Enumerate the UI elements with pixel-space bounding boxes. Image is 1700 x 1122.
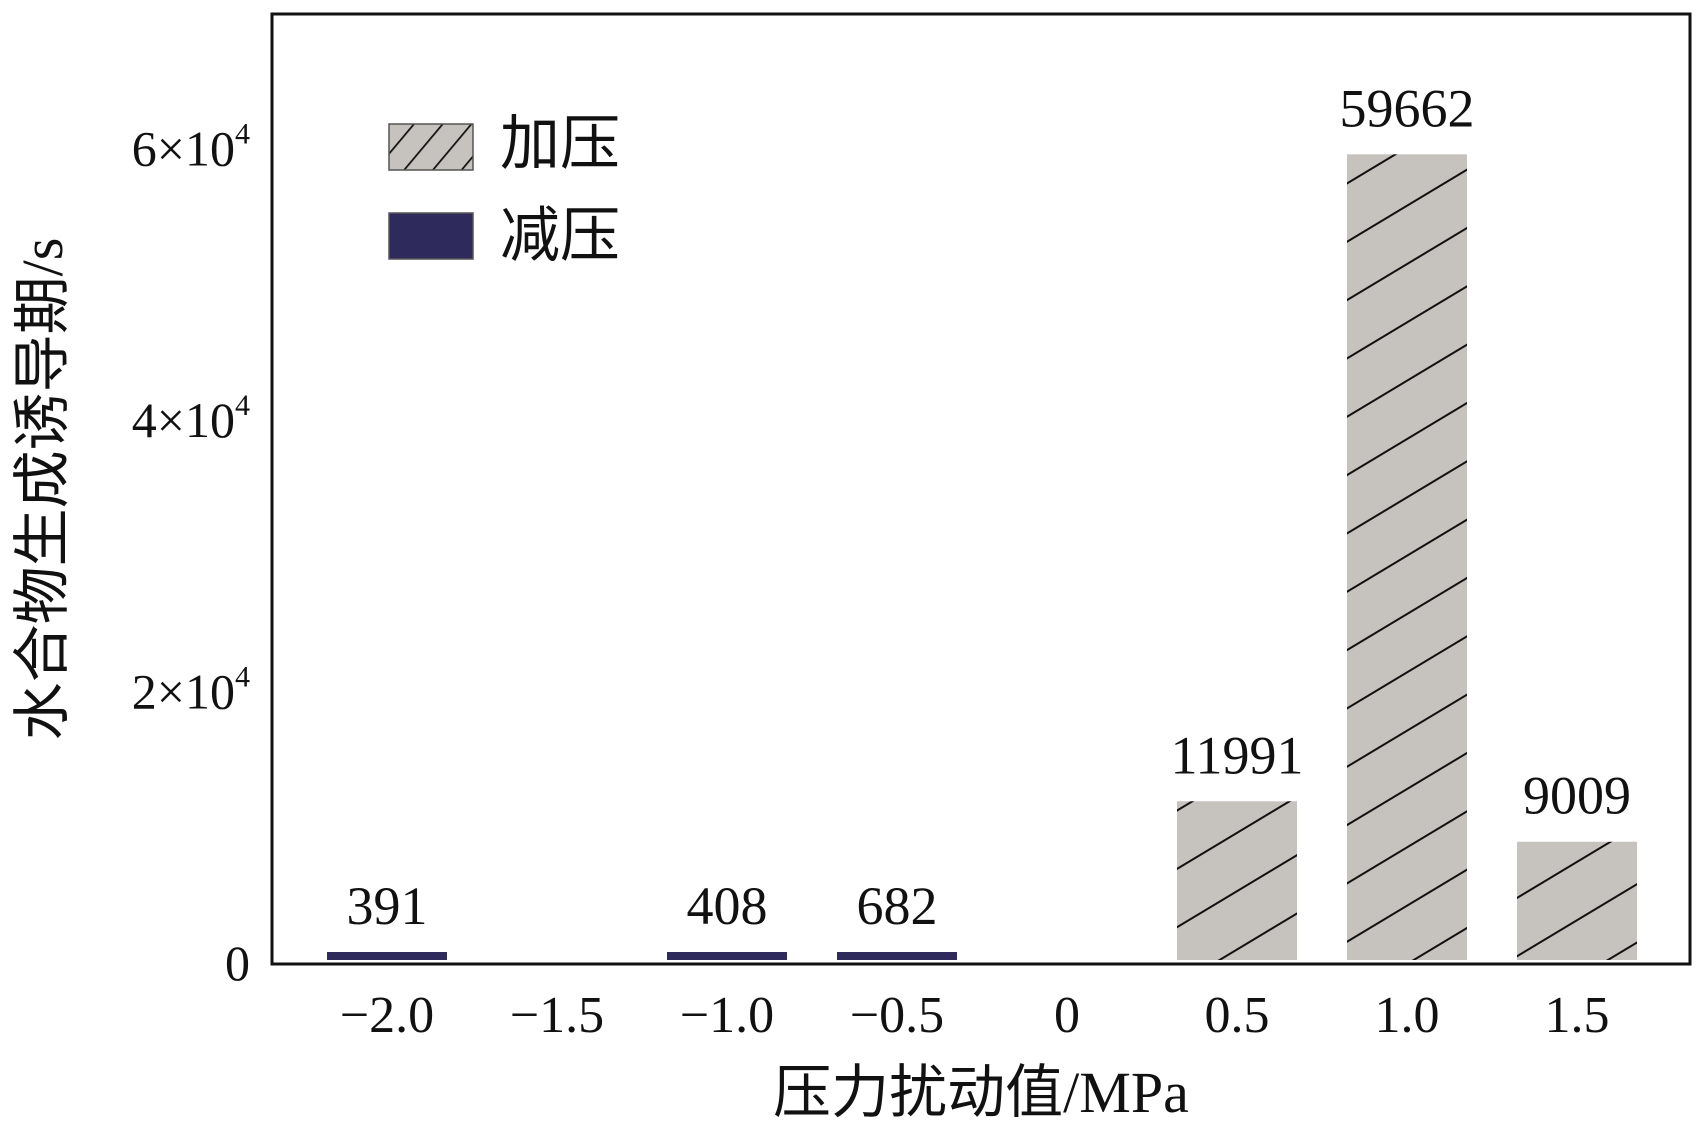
x-axis-title: 压力扰动值/MPa [773, 1060, 1189, 1122]
x-tick-label: −2.0 [340, 987, 434, 1044]
data-label: 9009 [1523, 766, 1631, 826]
bar-pressurize [1517, 841, 1637, 960]
y-tick-label: 6×104 [132, 118, 250, 177]
y-tick-label: 0 [225, 935, 250, 991]
y-tick-label: 2×104 [132, 661, 250, 720]
legend-swatch-pressurize [388, 123, 474, 171]
x-tick-label: 0 [1054, 987, 1080, 1044]
legend: 加压 减压 [388, 111, 620, 269]
bar-depressurize [667, 952, 787, 960]
x-tick-label: 0.5 [1205, 987, 1270, 1044]
x-tick-label: −1.0 [680, 987, 774, 1044]
x-tick-label: −0.5 [850, 987, 944, 1044]
x-tick-label: −1.5 [510, 987, 604, 1044]
x-axis-ticks: −2.0 −1.5 −1.0 −0.5 0 0.5 1.0 1.5 [340, 987, 1610, 1044]
data-label: 408 [687, 876, 768, 936]
bars-group [327, 154, 1637, 961]
data-label: 682 [857, 876, 938, 936]
data-label: 11991 [1171, 725, 1304, 785]
y-axis-title: 水合物生成诱导期/s [10, 238, 75, 741]
legend-label-depressurize: 减压 [500, 203, 620, 269]
data-labels-group: 11991 59662 9009 391 408 682 [347, 78, 1632, 936]
bar-pressurize [1177, 801, 1297, 960]
bar-pressurize [1347, 154, 1467, 961]
x-tick-label: 1.0 [1375, 987, 1440, 1044]
x-tick-label: 1.5 [1545, 987, 1610, 1044]
y-axis-ticks: 0 2×104 4×104 6×104 [132, 118, 250, 991]
data-label: 391 [347, 876, 428, 936]
y-tick-label: 4×104 [132, 389, 250, 448]
bar-depressurize [327, 952, 447, 960]
legend-swatch-depressurize [388, 212, 474, 260]
data-label: 59662 [1340, 78, 1475, 138]
bar-depressurize [837, 952, 957, 960]
plot-frame [270, 12, 1692, 966]
legend-label-pressurize: 加压 [500, 111, 620, 177]
